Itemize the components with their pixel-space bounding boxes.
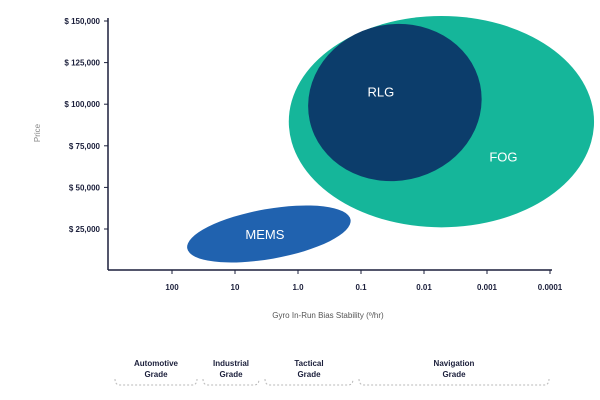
bubble-mems: MEMS [187, 205, 351, 263]
x-axis-ticks: 100 10 1.0 0.1 0.01 0.001 0.0001 [165, 270, 563, 292]
x-tick-label: 0.01 [416, 283, 432, 292]
y-tick-label: $ 125,000 [64, 59, 100, 68]
grade-brackets: Automotive Grade Industrial Grade Tactical Gr… [114, 359, 550, 386]
grade-bracket [202, 378, 260, 386]
x-tick-label: 100 [165, 283, 179, 292]
x-tick-label: 1.0 [292, 283, 304, 292]
y-tick-label: $ 150,000 [64, 17, 100, 26]
y-axis-label: Price [33, 123, 42, 142]
grade-label: Industrial [213, 359, 249, 368]
x-tick-label: 0.001 [477, 283, 498, 292]
x-tick-label: 0.1 [355, 283, 367, 292]
y-tick-label: $ 75,000 [69, 142, 101, 151]
x-axis-label: Gyro In-Run Bias Stability (º/hr) [272, 311, 384, 320]
grade-label: Tactical [294, 359, 323, 368]
grade-label-sub: Grade [442, 370, 466, 379]
grade-industrial: Industrial Grade [202, 359, 260, 386]
grade-label: Automotive [134, 359, 179, 368]
y-tick-label: $ 50,000 [69, 183, 101, 192]
grade-bracket [264, 378, 354, 386]
bubble-rlg-shape [308, 23, 482, 182]
grade-label-sub: Grade [144, 370, 168, 379]
axes [107, 18, 552, 271]
grade-label-sub: Grade [219, 370, 243, 379]
bubble-mems-label: MEMS [245, 227, 284, 242]
grade-bracket [358, 378, 550, 386]
grade-label-sub: Grade [297, 370, 321, 379]
grade-label: Navigation [434, 359, 475, 368]
bubble-rlg: RLG [308, 23, 482, 182]
grade-tactical: Tactical Grade [264, 359, 354, 386]
grade-navigation: Navigation Grade [358, 359, 550, 386]
bubble-fog-label: FOG [489, 150, 517, 165]
grade-bracket [114, 378, 198, 386]
y-axis-ticks: $ 25,000 $ 50,000 $ 75,000 $ 100,000 $ 125,0… [64, 17, 108, 234]
x-tick-label: 10 [231, 283, 240, 292]
bubble-layer: FOG RLG MEMS [187, 16, 595, 263]
bubble-rlg-label: RLG [368, 85, 395, 100]
bubble-mems-shape [187, 205, 351, 263]
x-tick-label: 0.0001 [538, 283, 563, 292]
grade-automotive: Automotive Grade [114, 359, 198, 386]
y-tick-label: $ 25,000 [69, 225, 101, 234]
y-tick-label: $ 100,000 [64, 100, 100, 109]
